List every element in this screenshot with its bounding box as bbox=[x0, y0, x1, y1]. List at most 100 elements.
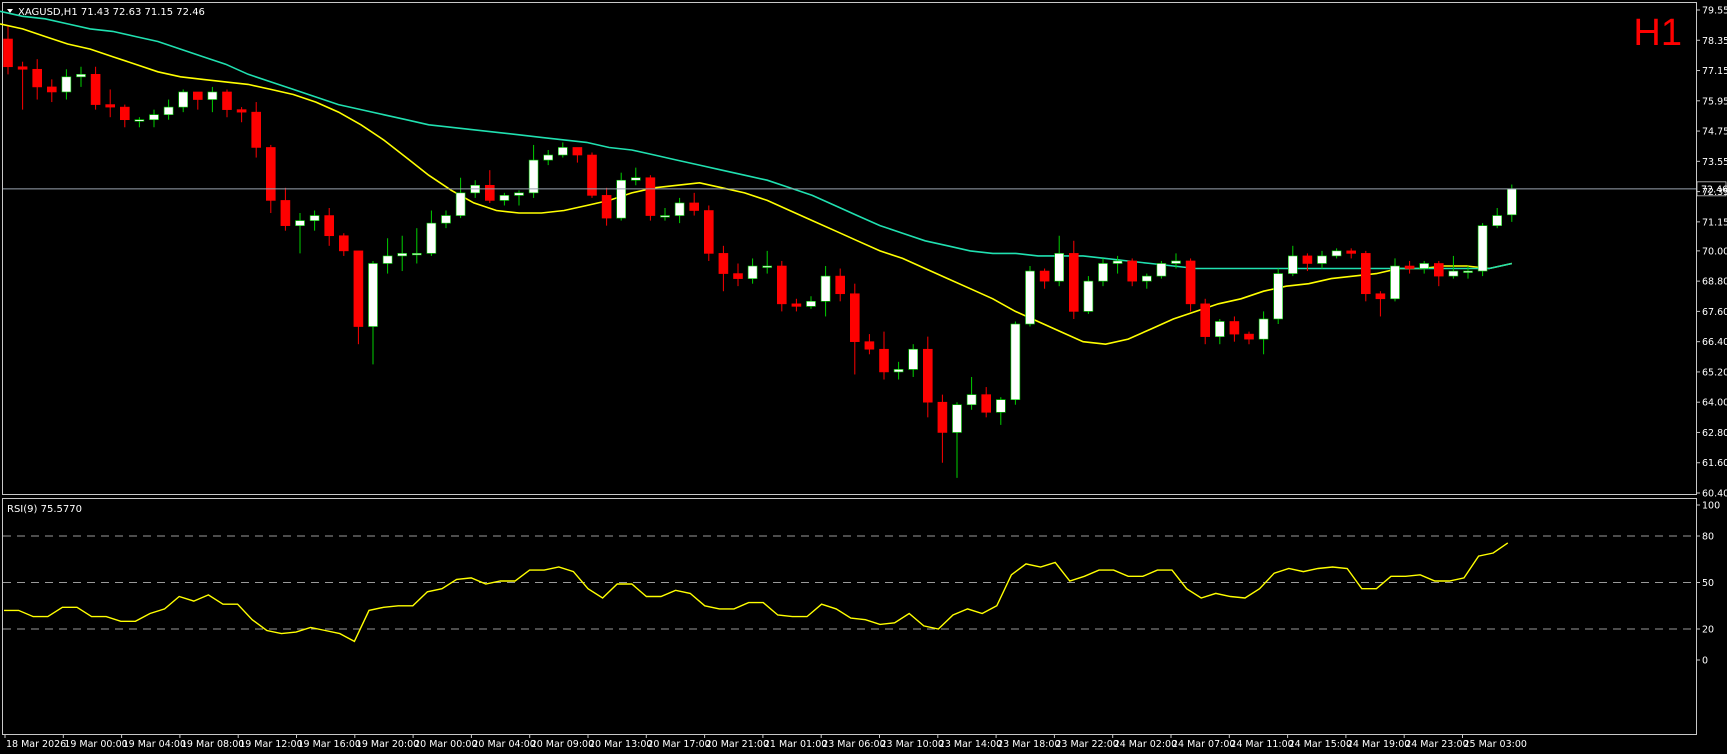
candles-group bbox=[3, 26, 1517, 478]
bull-candle bbox=[1492, 215, 1502, 226]
bull-candle bbox=[149, 114, 159, 121]
price-tick-label: 75.95 bbox=[1702, 96, 1727, 107]
bull-candle bbox=[660, 215, 670, 218]
bear-candle bbox=[645, 177, 656, 216]
bull-candle bbox=[1258, 318, 1269, 340]
bull-candle bbox=[1098, 263, 1108, 282]
bear-candle bbox=[1244, 333, 1254, 340]
bull-candle bbox=[207, 91, 218, 100]
bear-candle bbox=[1229, 321, 1240, 335]
moving-average-fast-line bbox=[0, 23, 1512, 346]
time-tick-label: 23 Mar 06:00 bbox=[822, 739, 885, 750]
bull-candle bbox=[1317, 255, 1327, 264]
bull-candle bbox=[674, 202, 685, 216]
bear-candle bbox=[1185, 260, 1196, 305]
bull-candle bbox=[630, 177, 641, 181]
price-tick-label: 65.20 bbox=[1702, 367, 1727, 378]
time-tick-label: 21 Mar 01:00 bbox=[764, 739, 827, 750]
time-tick-label: 24 Mar 11:00 bbox=[1230, 739, 1293, 750]
bear-candle bbox=[193, 91, 203, 100]
bear-candle bbox=[265, 147, 276, 201]
bull-candle bbox=[397, 253, 408, 257]
bear-candle bbox=[32, 68, 43, 88]
moving-average-slow-line bbox=[0, 10, 1512, 270]
time-tick-label: 24 Mar 07:00 bbox=[1172, 739, 1235, 750]
bear-candle bbox=[776, 265, 787, 305]
timeframe-badge: H1 bbox=[1633, 12, 1682, 54]
bear-candle bbox=[703, 210, 714, 254]
time-tick-label: 24 Mar 02:00 bbox=[1114, 739, 1177, 750]
time-tick-label: 25 Mar 03:00 bbox=[1464, 739, 1527, 750]
current-price-label: 72.46 bbox=[1701, 184, 1727, 195]
bear-candle bbox=[849, 293, 860, 342]
bull-candle bbox=[61, 76, 72, 93]
bear-candle bbox=[17, 66, 28, 70]
price-tick-label: 71.15 bbox=[1702, 217, 1727, 228]
rsi-tick-label: 0 bbox=[1702, 656, 1708, 667]
main-pane-frame bbox=[2, 2, 1697, 495]
bear-candle bbox=[981, 394, 992, 413]
time-tick-label: 23 Mar 14:00 bbox=[939, 739, 1002, 750]
bear-candle bbox=[879, 348, 889, 373]
bull-candle bbox=[1171, 260, 1181, 264]
bull-candle bbox=[441, 215, 451, 224]
rsi-header: RSI(9) 75.5770 bbox=[7, 504, 82, 515]
price-tick-label: 62.80 bbox=[1702, 428, 1727, 439]
price-tick-label: 78.35 bbox=[1702, 36, 1727, 47]
price-tick-label: 61.60 bbox=[1702, 458, 1727, 469]
bear-candle bbox=[46, 86, 57, 93]
bull-candle bbox=[1507, 188, 1517, 216]
bull-candle bbox=[1025, 270, 1035, 325]
bear-candle bbox=[1127, 260, 1137, 282]
bear-candle bbox=[587, 154, 597, 196]
bear-candle bbox=[1302, 255, 1313, 264]
rsi-tick-label: 100 bbox=[1702, 501, 1720, 512]
bull-candle bbox=[747, 265, 758, 279]
bear-candle bbox=[718, 253, 729, 274]
bear-candle bbox=[1375, 293, 1386, 300]
bull-candle bbox=[514, 192, 524, 196]
rsi-pane bbox=[3, 535, 1696, 643]
bull-candle bbox=[616, 179, 627, 219]
current-price-box bbox=[1696, 181, 1727, 197]
time-tick-label: 24 Mar 15:00 bbox=[1289, 739, 1352, 750]
bull-candle bbox=[893, 369, 904, 373]
price-tick-label: 64.00 bbox=[1702, 398, 1727, 409]
bull-candle bbox=[411, 253, 422, 256]
time-tick-label: 19 Mar 08:00 bbox=[181, 739, 244, 750]
time-tick-label: 19 Mar 04:00 bbox=[123, 739, 186, 750]
bull-candle bbox=[1419, 263, 1429, 269]
bear-candle bbox=[1434, 263, 1444, 277]
bull-candle bbox=[1448, 270, 1459, 277]
bull-candle bbox=[762, 265, 773, 268]
bear-candle bbox=[1200, 303, 1210, 337]
bear-candle bbox=[689, 202, 700, 211]
bull-candle bbox=[426, 222, 437, 254]
price-tick-label: 73.55 bbox=[1702, 157, 1727, 168]
bull-candle bbox=[1477, 225, 1488, 272]
price-tick-label: 72.35 bbox=[1702, 187, 1727, 198]
time-tick-label: 23 Mar 22:00 bbox=[1055, 739, 1118, 750]
bull-candle bbox=[1331, 250, 1342, 257]
bear-candle bbox=[1069, 253, 1079, 312]
dropdown-triangle-icon[interactable] bbox=[7, 9, 13, 13]
bear-candle bbox=[1039, 270, 1050, 282]
price-tick-label: 77.15 bbox=[1702, 66, 1727, 77]
bull-candle bbox=[1273, 273, 1283, 320]
bear-candle bbox=[864, 341, 875, 350]
bear-candle bbox=[1361, 253, 1371, 295]
bear-candle bbox=[353, 250, 364, 327]
bull-candle bbox=[1083, 280, 1094, 312]
bear-candle bbox=[922, 348, 933, 403]
time-tick-label: 24 Mar 23:00 bbox=[1405, 739, 1468, 750]
time-tick-label: 24 Mar 19:00 bbox=[1347, 739, 1410, 750]
bull-candle bbox=[1112, 260, 1123, 264]
bull-candle bbox=[163, 106, 174, 115]
bear-candle bbox=[572, 147, 583, 156]
price-tick-label: 74.75 bbox=[1702, 127, 1727, 138]
bull-candle bbox=[952, 404, 962, 433]
bear-candle bbox=[791, 303, 802, 307]
bear-candle bbox=[222, 91, 232, 110]
symbol-header: XAGUSD,H1 71.43 72.63 71.15 72.46 bbox=[18, 7, 205, 18]
